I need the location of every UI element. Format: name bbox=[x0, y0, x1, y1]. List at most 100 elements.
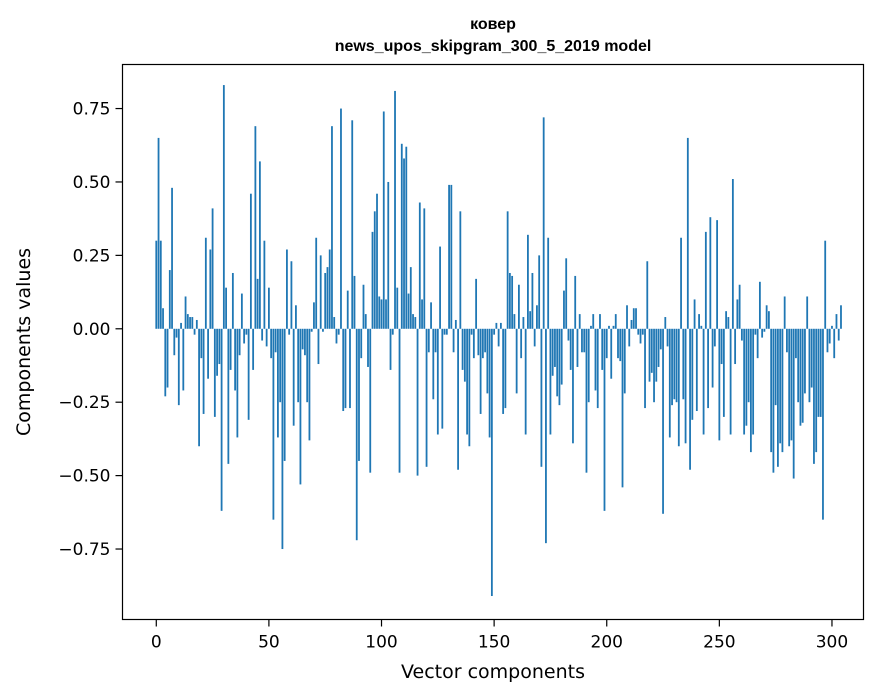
bar bbox=[601, 328, 604, 370]
bar bbox=[664, 317, 667, 329]
bar bbox=[558, 328, 561, 406]
bar bbox=[632, 308, 635, 329]
bar bbox=[792, 328, 795, 479]
bar bbox=[738, 284, 741, 329]
bar bbox=[477, 328, 480, 356]
bar bbox=[743, 328, 746, 435]
bar bbox=[592, 314, 595, 329]
bar bbox=[840, 305, 842, 329]
bar bbox=[594, 328, 597, 391]
bar bbox=[524, 328, 527, 435]
bar bbox=[628, 328, 631, 347]
bar bbox=[344, 328, 347, 409]
bar bbox=[761, 328, 764, 338]
bar bbox=[466, 328, 468, 435]
bar bbox=[184, 296, 187, 329]
bar bbox=[326, 267, 329, 329]
bar bbox=[626, 305, 628, 329]
bar bbox=[612, 325, 615, 329]
bar bbox=[450, 184, 453, 329]
bar bbox=[540, 328, 543, 467]
bar bbox=[454, 319, 457, 329]
bar bbox=[644, 328, 646, 409]
bar bbox=[337, 328, 340, 335]
bar bbox=[815, 328, 818, 453]
bar bbox=[804, 328, 806, 394]
bar bbox=[382, 111, 385, 329]
bar bbox=[801, 328, 804, 423]
bar bbox=[747, 328, 750, 403]
bar bbox=[202, 328, 205, 414]
bar bbox=[693, 299, 696, 329]
bar bbox=[527, 234, 529, 329]
bar bbox=[468, 328, 471, 447]
bar bbox=[317, 328, 320, 365]
bar bbox=[657, 328, 660, 367]
bar bbox=[729, 328, 732, 435]
bar bbox=[727, 317, 730, 329]
bar bbox=[720, 328, 723, 365]
bar bbox=[686, 137, 689, 329]
bar bbox=[306, 328, 309, 403]
bar bbox=[490, 328, 493, 597]
bar bbox=[668, 328, 671, 438]
bar bbox=[797, 328, 800, 403]
bar bbox=[671, 328, 673, 406]
bar bbox=[702, 328, 705, 435]
bar bbox=[265, 328, 268, 347]
y-tick-label: 0.25 bbox=[73, 246, 111, 266]
bar bbox=[538, 255, 541, 329]
bar bbox=[522, 317, 525, 329]
bar bbox=[162, 308, 164, 329]
bar bbox=[211, 208, 214, 329]
chart-title: ковер bbox=[470, 16, 516, 33]
bar bbox=[157, 137, 160, 329]
bar bbox=[387, 181, 390, 329]
bar bbox=[666, 328, 669, 347]
bar bbox=[258, 161, 261, 329]
bar bbox=[367, 328, 369, 367]
y-axis-label: Components values bbox=[13, 248, 35, 436]
bar bbox=[488, 328, 491, 438]
bar bbox=[533, 328, 536, 347]
bar bbox=[565, 258, 568, 329]
chart-subtitle: news_upos_skipgram_300_5_2019 model bbox=[335, 38, 652, 55]
bar bbox=[159, 240, 162, 329]
bar bbox=[684, 328, 687, 444]
bar bbox=[448, 184, 450, 329]
bar bbox=[396, 287, 399, 329]
bar bbox=[799, 328, 802, 426]
bar bbox=[619, 328, 622, 362]
bar bbox=[200, 328, 203, 359]
bar bbox=[833, 328, 836, 359]
bar bbox=[768, 311, 770, 329]
y-axis-ticks: −0.75 −0.50 −0.25 0.00 0.25 0.50 0.75 bbox=[58, 100, 123, 560]
bar bbox=[195, 319, 198, 329]
bar bbox=[225, 287, 227, 329]
bar bbox=[646, 261, 649, 329]
bar bbox=[819, 328, 822, 417]
plot-frame bbox=[121, 63, 865, 621]
bar bbox=[355, 328, 358, 541]
bar bbox=[704, 231, 707, 329]
bar bbox=[277, 328, 279, 438]
bar bbox=[369, 328, 372, 473]
bar bbox=[432, 328, 435, 400]
bar bbox=[515, 328, 518, 394]
bar bbox=[279, 328, 282, 403]
bar bbox=[252, 328, 255, 370]
bar bbox=[682, 328, 685, 400]
bar bbox=[691, 328, 694, 420]
bar bbox=[472, 328, 475, 359]
bar bbox=[349, 328, 351, 409]
bar bbox=[479, 328, 482, 414]
bar bbox=[207, 328, 209, 379]
bar bbox=[364, 314, 367, 329]
bar bbox=[529, 311, 532, 329]
bar bbox=[581, 328, 583, 353]
y-tick-label: 0.75 bbox=[73, 100, 111, 120]
bar bbox=[677, 328, 680, 447]
bar bbox=[231, 272, 234, 329]
bar bbox=[711, 328, 714, 388]
